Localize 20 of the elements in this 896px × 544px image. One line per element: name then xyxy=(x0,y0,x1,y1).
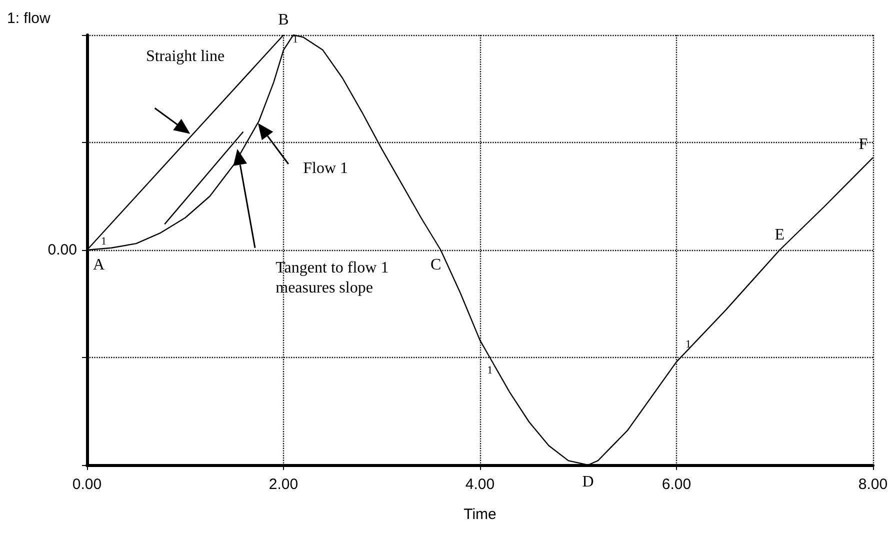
x-tick-label: 8.00 xyxy=(858,476,888,493)
annotation: 1 xyxy=(686,338,692,351)
x-axis-title: Time xyxy=(464,506,496,523)
annotation: F xyxy=(858,136,868,154)
chart-title: 1: flow xyxy=(7,10,51,27)
text: D xyxy=(582,474,594,491)
annotation: C xyxy=(430,256,442,274)
annotation: Tangent to flow 1 measures slope xyxy=(276,259,389,296)
annotation: E xyxy=(774,226,785,244)
x-tick-label: 0.00 xyxy=(72,476,102,493)
annotation: Straight line xyxy=(146,48,225,65)
annotation: A xyxy=(93,256,106,274)
annotation: 1 xyxy=(487,364,493,376)
text: B xyxy=(278,11,289,28)
x-tick-label: 4.00 xyxy=(465,476,495,493)
x-tick-label: 2.00 xyxy=(268,476,298,493)
annotation: 1 xyxy=(100,235,106,248)
annotation: Flow 1 xyxy=(303,160,348,177)
x-tick-label: 6.00 xyxy=(662,476,692,493)
text: 0.00 xyxy=(48,242,77,258)
